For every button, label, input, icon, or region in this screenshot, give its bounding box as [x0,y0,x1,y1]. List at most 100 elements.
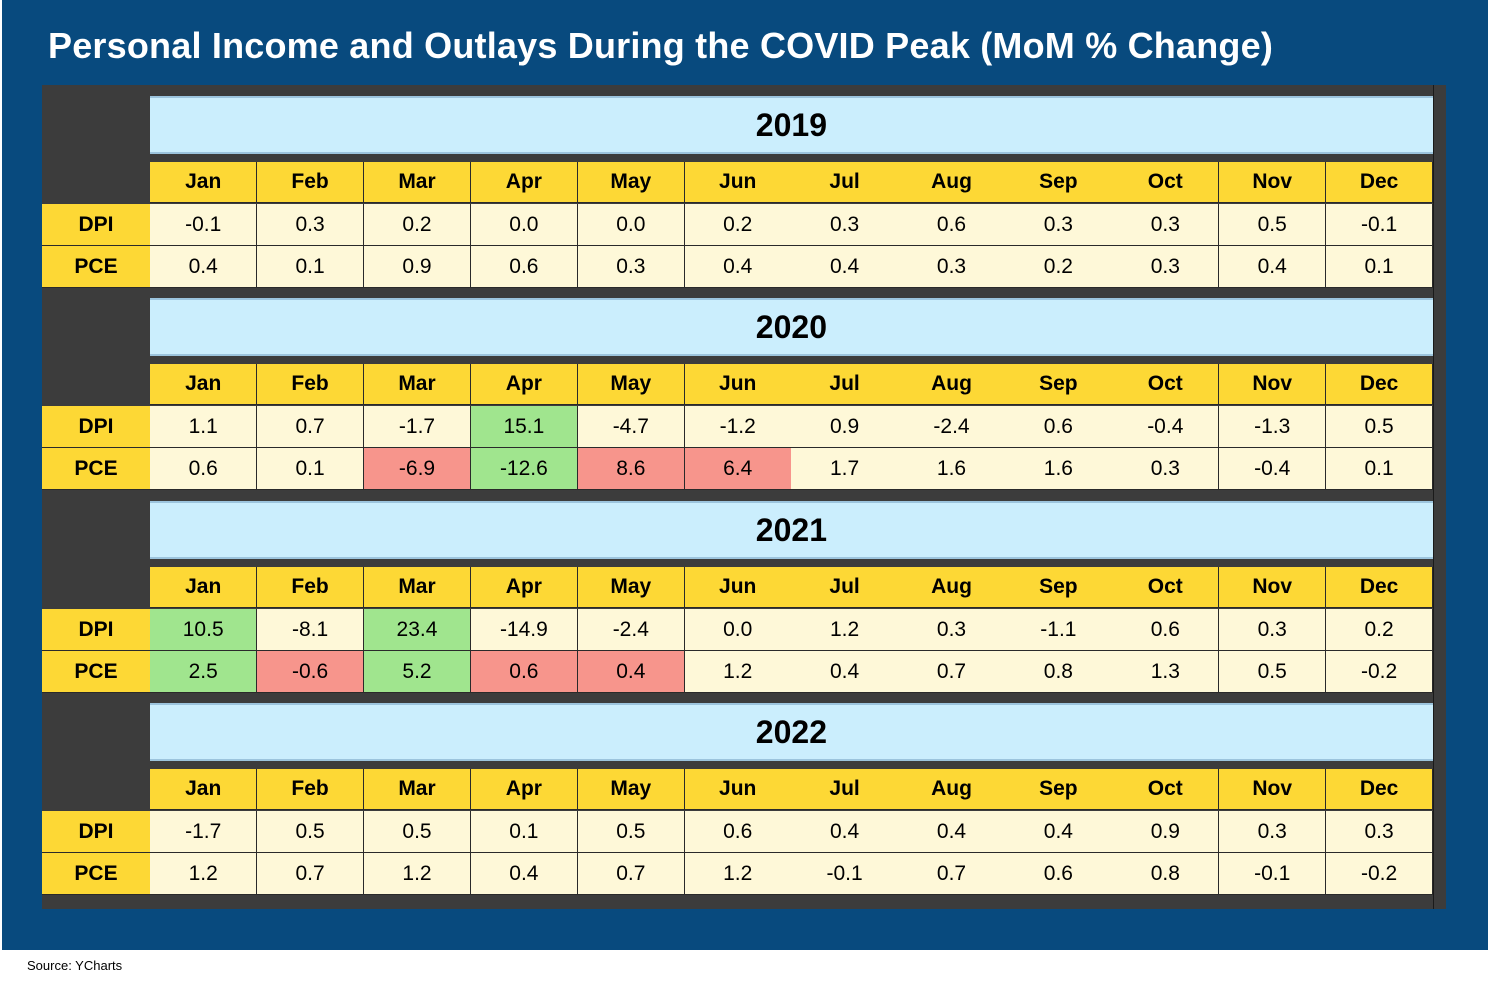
value-cell: 0.0 [470,204,579,246]
month-header-nov: Nov [1219,567,1327,608]
value-cell: 1.6 [898,448,1006,490]
value-cell: 0.3 [898,609,1006,651]
value-cell: -0.6 [256,651,365,693]
month-header-dec: Dec [1325,162,1434,203]
value-cell: 0.8 [1112,853,1220,895]
month-header-feb: Feb [256,567,365,608]
value-cell: -0.1 [791,853,899,895]
value-cell: 0.1 [1325,448,1434,490]
value-cell: 15.1 [470,406,579,448]
value-cell: 0.3 [1325,811,1434,853]
month-header-apr: Apr [470,364,579,405]
month-header-apr: Apr [470,162,579,203]
value-cell: -0.4 [1219,448,1327,490]
month-header-mar: Mar [363,364,472,405]
row-label-dpi: DPI [42,406,150,448]
year-band-2020: 2020 [150,298,1433,356]
value-cell: 0.6 [1005,853,1113,895]
value-cell: 1.7 [791,448,899,490]
value-cell: 0.6 [470,246,579,288]
value-cell: 0.0 [577,204,685,246]
month-header-jun: Jun [684,364,792,405]
month-header-may: May [577,567,685,608]
value-cell: 0.3 [256,204,365,246]
value-cell: 0.5 [1219,204,1327,246]
month-header-feb: Feb [256,162,365,203]
source-note: Source: YCharts [27,958,123,973]
value-cell: 23.4 [363,609,472,651]
value-cell: 0.9 [791,406,899,448]
value-cell: 0.3 [1219,609,1327,651]
value-cell: -1.2 [684,406,792,448]
month-header-sep: Sep [1005,364,1113,405]
chart-title: Personal Income and Outlays During the C… [48,25,1274,66]
value-cell: -0.1 [1219,853,1327,895]
value-cell: 0.9 [363,246,472,288]
month-header-oct: Oct [1112,364,1220,405]
value-cell: 1.2 [684,651,792,693]
value-cell: 1.2 [363,853,472,895]
value-cell: 0.2 [1325,609,1434,651]
value-cell: 0.8 [1005,651,1113,693]
value-cell: 0.7 [256,853,365,895]
month-header-aug: Aug [898,364,1006,405]
table-right-edge [1433,85,1446,909]
value-cell: 8.6 [577,448,685,490]
value-cell: 0.3 [791,204,899,246]
value-cell: 0.1 [256,448,365,490]
month-header-mar: Mar [363,769,472,810]
value-cell: 0.3 [1219,811,1327,853]
value-cell: 0.4 [470,853,579,895]
value-cell: 0.2 [363,204,472,246]
value-cell: -0.2 [1325,853,1434,895]
year-band-2021: 2021 [150,501,1433,559]
value-cell: 0.6 [898,204,1006,246]
row-label-pce: PCE [42,651,150,693]
month-header-jan: Jan [150,364,258,405]
value-cell: 1.3 [1112,651,1220,693]
month-header-feb: Feb [256,364,365,405]
month-header-jul: Jul [791,567,899,608]
month-header-aug: Aug [898,567,1006,608]
value-cell: -12.6 [470,448,579,490]
value-cell: -4.7 [577,406,685,448]
value-cell: 0.1 [256,246,365,288]
value-cell: 0.7 [898,853,1006,895]
value-cell: 0.7 [256,406,365,448]
month-header-may: May [577,364,685,405]
value-cell: 10.5 [150,609,258,651]
month-header-sep: Sep [1005,567,1113,608]
value-cell: 0.6 [150,448,258,490]
value-cell: 1.1 [150,406,258,448]
value-cell: 0.4 [684,246,792,288]
value-cell: 0.4 [1219,246,1327,288]
month-header-jan: Jan [150,769,258,810]
value-cell: -0.4 [1112,406,1220,448]
value-cell: 0.5 [1219,651,1327,693]
value-cell: 0.3 [1112,204,1220,246]
month-header-jan: Jan [150,162,258,203]
month-header-jan: Jan [150,567,258,608]
month-header-dec: Dec [1325,769,1434,810]
month-header-aug: Aug [898,162,1006,203]
value-cell: 2.5 [150,651,258,693]
value-cell: 0.4 [1005,811,1113,853]
month-header-feb: Feb [256,769,365,810]
month-header-sep: Sep [1005,769,1113,810]
value-cell: 0.4 [150,246,258,288]
row-label-pce: PCE [42,853,150,895]
value-cell: 0.6 [1005,406,1113,448]
value-cell: -1.3 [1219,406,1327,448]
month-header-dec: Dec [1325,567,1434,608]
value-cell: 0.4 [791,651,899,693]
value-cell: -2.4 [577,609,685,651]
value-cell: 0.6 [684,811,792,853]
row-label-dpi: DPI [42,811,150,853]
value-cell: 0.7 [898,651,1006,693]
month-header-mar: Mar [363,162,472,203]
value-cell: 0.5 [256,811,365,853]
value-cell: -0.2 [1325,651,1434,693]
row-label-pce: PCE [42,448,150,490]
value-cell: 0.5 [1325,406,1434,448]
value-cell: 0.4 [791,246,899,288]
